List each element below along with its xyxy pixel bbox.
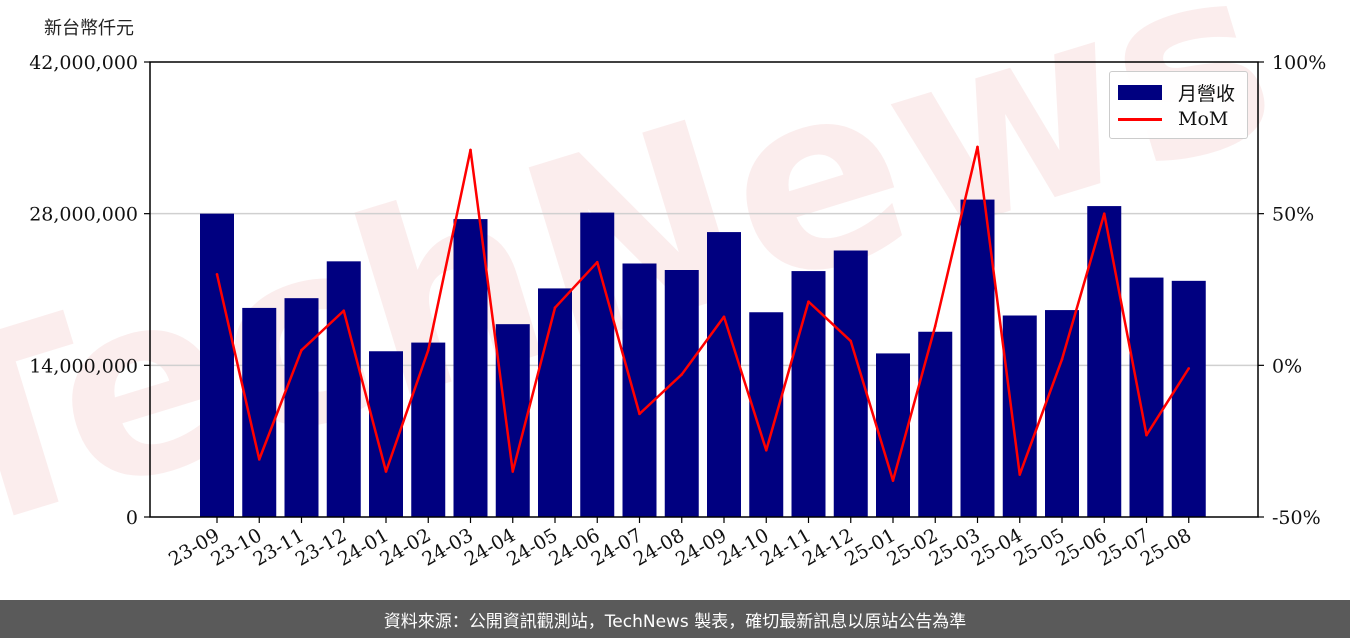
mom-point-24-05 [553,306,557,310]
mom-point-24-01 [384,470,388,473]
bar-25-03 [960,199,995,518]
plot-frame [149,61,1259,518]
bar-25-04 [1002,315,1037,517]
bar-25-08 [1171,280,1206,517]
bar-24-05 [538,288,572,517]
legend-item-revenue: 月營收 [1118,79,1235,106]
legend-line-swatch [1118,117,1162,121]
mom-point-24-02 [426,348,430,352]
mom-point-25-04 [1018,473,1022,476]
mom-point-25-03 [976,145,979,149]
right-tick-label: -50% [1272,507,1321,529]
right-axis-ticks: -50% 0% 50% 100% [1258,52,1326,529]
x-axis-ticks: 23-0923-1023-1123-1224-0124-0224-0324-04… [165,517,1195,571]
left-tick-label: 14,000,000 [29,355,138,377]
mom-point-24-10 [764,448,768,452]
mom-point-24-03 [469,148,472,152]
legend: 月營收 MoM [1109,71,1248,139]
bar-24-12 [833,250,868,517]
bar-25-07 [1129,277,1164,517]
right-tick-label: 50% [1272,204,1314,226]
bar-25-05 [1045,310,1079,517]
mom-point-23-11 [300,348,303,352]
mom-point-25-08 [1187,367,1191,370]
mom-point-23-09 [215,273,219,276]
mom-point-25-07 [1145,433,1148,437]
legend-item-mom: MoM [1118,108,1228,130]
bar-23-11 [284,298,319,517]
bar-24-06 [580,212,615,518]
mom-point-24-04 [511,470,515,473]
y-axis-unit-label: 新台幣仟元 [44,18,134,39]
bar-24-03 [453,219,488,518]
mom-polyline [215,145,1190,482]
bar-23-09 [200,213,234,517]
mom-point-25-06 [1102,212,1106,215]
mom-point-24-06 [595,260,599,264]
mom-line [215,145,1191,482]
left-tick-label: 28,000,000 [29,204,138,226]
mom-point-24-09 [722,315,726,319]
chart: TechNews 014,000,00028,000,00042,000,000… [0,0,1326,590]
mom-point-24-08 [680,373,684,376]
bar-24-09 [707,232,741,518]
right-tick-label: 100% [1272,52,1326,74]
left-axis-ticks: 0 14,000,000 28,000,000 42,000,000 [29,52,150,529]
bar-25-06 [1087,206,1122,518]
bar-23-12 [326,261,361,517]
legend-bar-swatch [1118,85,1162,100]
mom-point-25-02 [933,324,937,328]
axes [149,61,1259,518]
mom-point-24-11 [807,300,810,303]
revenue-bars [200,199,1206,518]
bar-24-11 [791,271,826,517]
mom-point-23-12 [342,309,346,313]
bar-24-04 [495,324,530,517]
bar-25-02 [918,331,953,517]
bar-24-01 [369,351,403,517]
bar-24-08 [664,270,699,517]
mom-point-24-12 [849,339,853,343]
bar-24-07 [622,263,657,517]
mom-point-25-05 [1060,357,1064,361]
left-tick-label: 0 [126,507,138,529]
legend-label-mom: MoM [1178,108,1229,130]
mom-point-25-01 [891,479,895,482]
legend-label-revenue: 月營收 [1178,83,1236,105]
mom-point-23-10 [257,458,261,461]
bar-24-02 [411,342,446,517]
left-tick-label: 42,000,000 [29,52,138,74]
footer-source-note: 資料來源：公開資訊觀測站，TechNews 製表，確切最新訊息以原站公告為準 [0,600,1350,638]
right-tick-label: 0% [1272,355,1302,377]
mom-point-24-07 [638,412,641,416]
